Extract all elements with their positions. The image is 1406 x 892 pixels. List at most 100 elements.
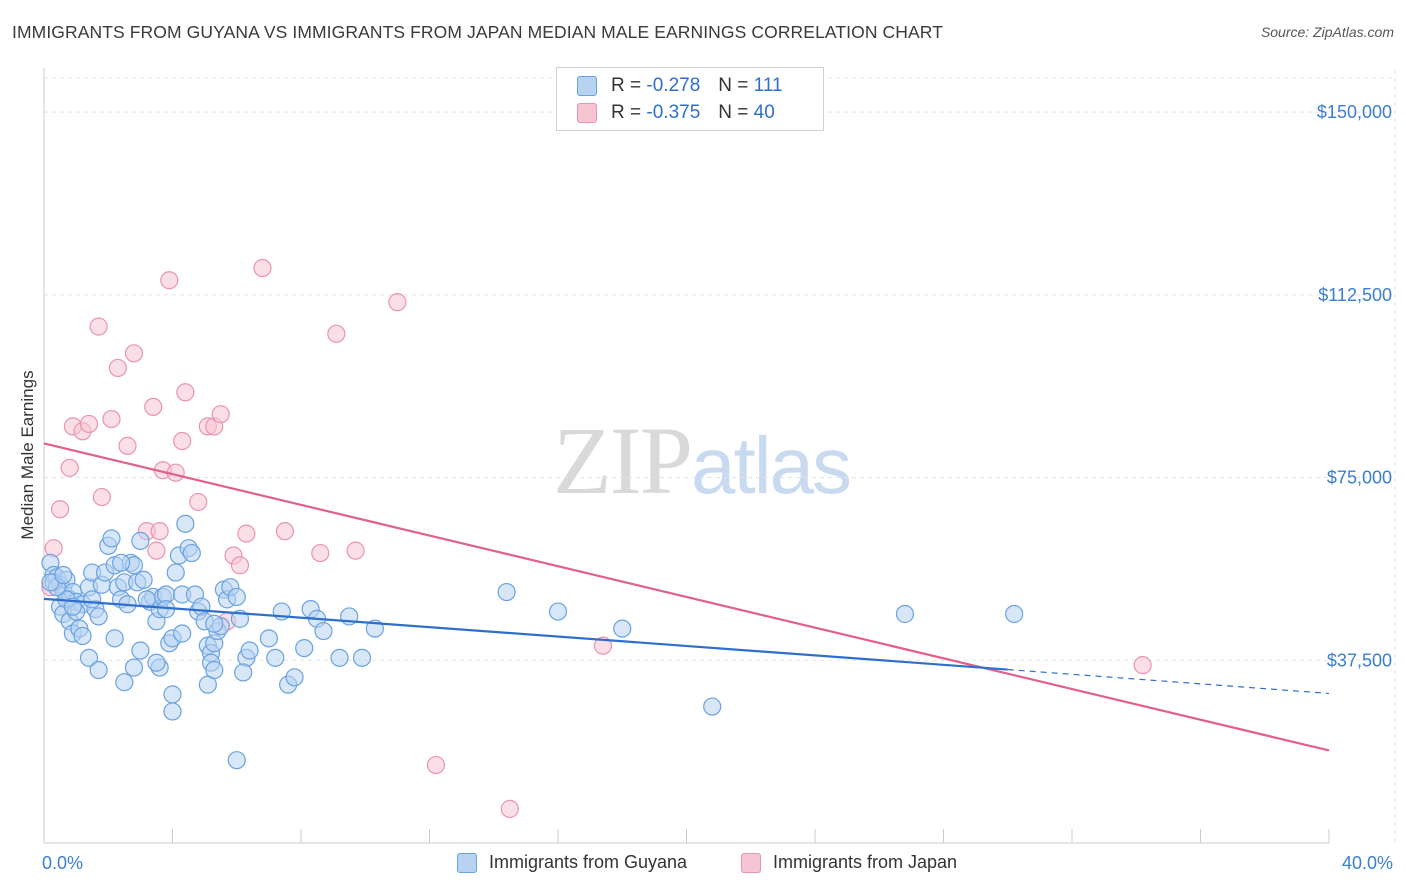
y-axis-label: Median Male Earnings <box>18 370 37 539</box>
japan-point <box>160 271 179 290</box>
legend-r-label: R = <box>611 75 642 96</box>
japan-point <box>176 383 195 402</box>
guyana-point <box>111 553 131 572</box>
japan-point <box>426 755 446 775</box>
guyana-point <box>176 514 195 533</box>
guyana-point <box>205 660 224 680</box>
watermark-atlas: atlas <box>691 421 852 510</box>
legend-swatch-japan <box>577 103 597 123</box>
guyana-point <box>89 660 108 680</box>
watermark-zip: ZIP <box>553 407 693 514</box>
guyana-point <box>166 563 185 582</box>
guyana-point <box>131 641 150 660</box>
guyana-point <box>163 685 182 704</box>
japan-point <box>150 522 169 541</box>
guyana-point <box>182 543 201 563</box>
japan-point <box>108 358 127 378</box>
guyana-point <box>227 751 246 770</box>
grid-lines <box>44 70 1396 843</box>
guyana-point <box>115 673 134 692</box>
japan-point <box>500 799 519 818</box>
guyana-point <box>234 663 253 682</box>
legend-item-guyana[interactable]: Immigrants from Guyana <box>457 852 687 873</box>
japan-point <box>50 500 70 519</box>
x-tick-label: 0.0% <box>42 853 83 873</box>
japan-point <box>346 541 365 560</box>
japan-point <box>230 556 250 575</box>
legend-row-japan: R = -0.375 N = 40 <box>577 100 775 126</box>
guyana-point <box>1005 604 1024 624</box>
guyana-point <box>613 619 632 638</box>
legend-r-value-guyana: -0.278 <box>646 75 701 96</box>
japan-trend-line <box>43 442 1330 752</box>
guyana-point <box>295 638 314 658</box>
trend-lines <box>43 442 1330 752</box>
legend-r-value-japan: -0.375 <box>646 102 701 123</box>
japan-point <box>1133 656 1152 675</box>
legend-label-japan: Immigrants from Japan <box>773 852 958 872</box>
legend-n-label: N = <box>718 75 749 96</box>
legend-n-value-japan: 40 <box>753 102 775 123</box>
chart-title: IMMIGRANTS FROM GUYANA VS IMMIGRANTS FRO… <box>12 22 943 42</box>
japan-point <box>275 522 295 541</box>
japan-point <box>173 431 192 451</box>
japan-point <box>311 543 330 563</box>
source-credit: Source: ZipAtlas.com <box>1260 24 1394 40</box>
guyana-point <box>79 648 99 667</box>
guyana-point <box>548 602 568 621</box>
guyana-point <box>266 648 285 667</box>
guyana-point <box>147 653 166 672</box>
guyana-trend-extension <box>1007 668 1330 695</box>
guyana-point <box>330 648 349 667</box>
y-tick-label: $37,500 <box>1327 650 1392 670</box>
guyana-point <box>105 629 124 648</box>
japan-point <box>147 541 166 560</box>
guyana-point <box>131 531 150 550</box>
guyana-point <box>89 607 108 626</box>
guyana-points <box>41 514 1024 770</box>
japan-points <box>41 258 1152 818</box>
correlation-legend: R = -0.278 N = 111 R = -0.375 N = 40 <box>556 67 824 131</box>
japan-point <box>388 293 407 312</box>
legend-row-guyana: R = -0.278 N = 111 <box>577 73 783 99</box>
guyana-trend-line <box>43 597 1008 671</box>
guyana-point <box>63 597 83 616</box>
y-tick-labels: $37,500 $75,000 $112,500 $150,000 <box>1317 102 1392 670</box>
guyana-point <box>173 624 192 643</box>
watermark: ZIPatlas <box>553 405 852 516</box>
japan-point <box>237 524 256 543</box>
guyana-point <box>285 668 304 687</box>
legend-swatch-japan <box>741 852 761 873</box>
japan-point <box>253 258 272 278</box>
japan-point <box>102 409 121 429</box>
legend-n-value-guyana: 111 <box>753 75 783 96</box>
japan-point <box>144 397 163 417</box>
guyana-point <box>240 641 259 660</box>
guyana-point <box>163 702 182 721</box>
japan-point <box>60 458 79 477</box>
y-tick-label: $112,500 <box>1318 285 1392 305</box>
guyana-point <box>134 570 153 589</box>
guyana-point <box>227 587 246 607</box>
y-tick-label: $150,000 <box>1317 102 1392 122</box>
guyana-point <box>352 648 372 667</box>
japan-point <box>124 344 144 363</box>
guyana-point <box>259 629 278 648</box>
guyana-point <box>124 658 144 677</box>
japan-point <box>593 636 613 655</box>
japan-point <box>89 317 108 336</box>
legend-r-label: R = <box>611 102 642 123</box>
japan-point <box>189 492 208 512</box>
guyana-point <box>703 697 722 716</box>
guyana-point <box>54 565 73 585</box>
guyana-point <box>83 590 102 609</box>
legend-n-label: N = <box>718 102 749 123</box>
x-tick-label: 40.0% <box>1342 853 1393 873</box>
guyana-point <box>314 621 333 641</box>
guyana-point <box>895 604 915 624</box>
legend-label-guyana: Immigrants from Guyana <box>489 852 688 872</box>
x-tick-labels: 0.0% 40.0% <box>42 853 1393 873</box>
legend-item-japan[interactable]: Immigrants from Japan <box>741 852 957 873</box>
japan-point <box>118 436 137 455</box>
